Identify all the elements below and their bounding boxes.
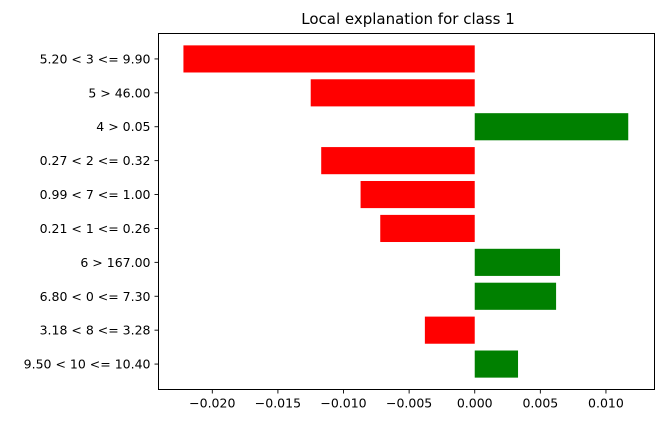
plot-frame — [158, 33, 655, 390]
bar-6 — [474, 248, 561, 276]
x-tick-label-2: −0.010 — [320, 396, 366, 411]
y-tick-label-1: 5 > 46.00 — [88, 85, 150, 100]
x-tick-label-3: −0.005 — [386, 396, 432, 411]
x-tick-label-1: −0.015 — [255, 396, 301, 411]
y-tick-label-2: 4 > 0.05 — [96, 119, 150, 134]
x-axis: −0.020 −0.015 −0.010 −0.005 0.000 0.005 0.010 — [189, 389, 624, 411]
bar-8 — [424, 316, 475, 344]
x-tick-label-0: −0.020 — [189, 396, 235, 411]
y-tick-label-8: 3.18 < 8 <= 3.28 — [40, 323, 151, 338]
y-tick-label-5: 0.21 < 1 <= 0.26 — [40, 221, 151, 236]
bar-1 — [310, 79, 475, 107]
y-axis: 5.20 < 3 <= 9.90 5 > 46.00 4 > 0.05 0.27 < … — [24, 51, 159, 372]
y-tick-label-0: 5.20 < 3 <= 9.90 — [40, 51, 151, 66]
bar-0 — [183, 45, 475, 73]
y-tick-label-7: 6.80 < 0 <= 7.30 — [40, 289, 151, 304]
y-tick-label-9: 9.50 < 10 <= 10.40 — [24, 357, 151, 372]
bar-5 — [380, 214, 475, 243]
y-tick-label-3: 0.27 < 2 <= 0.32 — [40, 153, 151, 168]
x-tick-label-5: 0.005 — [522, 396, 558, 411]
bar-7 — [474, 282, 557, 310]
bar-3 — [321, 147, 475, 175]
x-tick-label-6: 0.010 — [588, 396, 624, 411]
bar-4 — [360, 180, 475, 209]
x-tick-label-4: 0.000 — [457, 396, 493, 411]
y-tick-label-4: 0.99 < 7 <= 1.00 — [40, 187, 151, 202]
bar-9 — [474, 350, 519, 378]
bar-2 — [474, 113, 629, 141]
chart-title: Local explanation for class 1 — [301, 10, 515, 28]
y-tick-label-6: 6 > 167.00 — [80, 255, 150, 270]
bars-group — [183, 45, 629, 378]
